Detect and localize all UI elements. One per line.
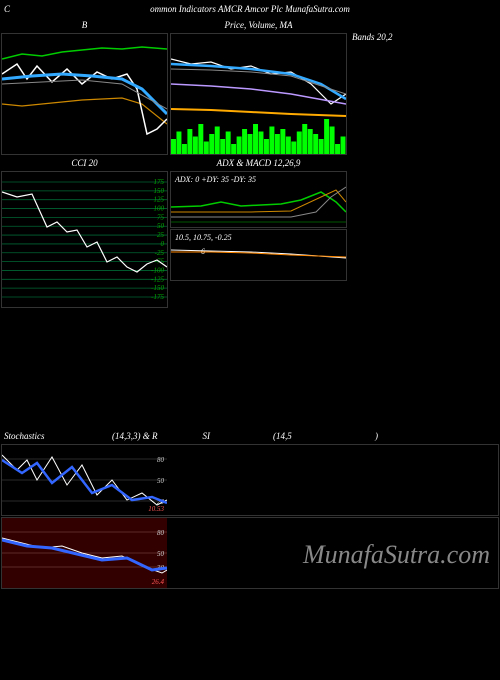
svg-text:-125: -125 [151,275,164,283]
spacer [0,309,500,429]
price-panel [170,33,347,155]
price-block: Price, Volume, MA [169,18,348,156]
cci-panel: 1751501251007550250-25-75-100-125-150-17… [1,171,168,308]
bbands-title: B [0,18,169,32]
adx-title: ADX & MACD 12,26,9 [169,156,348,170]
macd-panel: 10.5, 10.75, -0.256 [170,229,347,281]
svg-text:26.4: 26.4 [152,578,165,586]
svg-text:80: 80 [157,456,165,464]
stoch-panel-2: 80503026.4 [1,517,499,589]
adx-chart: ADX: 0 +DY: 35 -DY: 35 [171,172,346,227]
svg-text:10.53: 10.53 [148,505,164,513]
svg-text:-175: -175 [151,293,164,301]
svg-text:10.5, 10.75, -0.25: 10.5, 10.75, -0.25 [175,233,232,242]
svg-text:-100: -100 [151,266,164,274]
cci-title: CCI 20 [0,156,169,170]
stoch-title: Stochastics (14,3,3) & R SI (14,5 ) [0,429,500,443]
adx-macd-block: ADX & MACD 12,26,9 ADX: 0 +DY: 35 -DY: 3… [169,156,348,282]
price-chart [171,34,346,154]
header-title: ommon Indicators AMCR Amcor Plc MunafaSu… [150,4,350,14]
svg-text:-25: -25 [155,249,165,257]
svg-text:125: 125 [154,196,165,204]
price-title: Price, Volume, MA [169,18,348,32]
svg-text:50: 50 [157,222,165,230]
svg-text:-150: -150 [151,284,164,292]
svg-text:175: 175 [154,178,165,186]
adx-panel: ADX: 0 +DY: 35 -DY: 35 [170,171,347,228]
bbands-side-label: Bands 20,2 [348,28,397,46]
svg-text:75: 75 [157,213,165,221]
header-left-marker: C [4,4,10,14]
svg-text:100: 100 [154,205,165,213]
svg-text:150: 150 [154,187,165,195]
row-2: CCI 20 1751501251007550250-25-75-100-125… [0,156,500,309]
page-header: C ommon Indicators AMCR Amcor Plc Munafa… [0,0,500,18]
svg-text:0: 0 [161,240,165,248]
svg-text:25: 25 [157,231,165,239]
svg-text:ADX: 0 +DY: 35 -DY: 35: ADX: 0 +DY: 35 -DY: 35 [174,175,256,184]
bbands-chart [2,34,167,154]
macd-chart: 10.5, 10.75, -0.256 [171,230,346,280]
stoch-chart-2: 80503026.4 [2,518,167,588]
cci-chart: 1751501251007550250-25-75-100-125-150-17… [2,172,167,307]
stoch-block: 80502010.53 80503026.4 [0,444,500,589]
stoch-panel-1: 80502010.53 [1,444,499,516]
row-1: B Price, Volume, MA Bands 20,2 [0,18,500,156]
bbands-block: B [0,18,169,156]
svg-text:50: 50 [157,477,165,485]
cci-block: CCI 20 1751501251007550250-25-75-100-125… [0,156,169,309]
svg-text:50: 50 [157,550,165,558]
svg-text:80: 80 [157,529,165,537]
bbands-panel [1,33,168,155]
stoch-chart-1: 80502010.53 [2,445,167,515]
